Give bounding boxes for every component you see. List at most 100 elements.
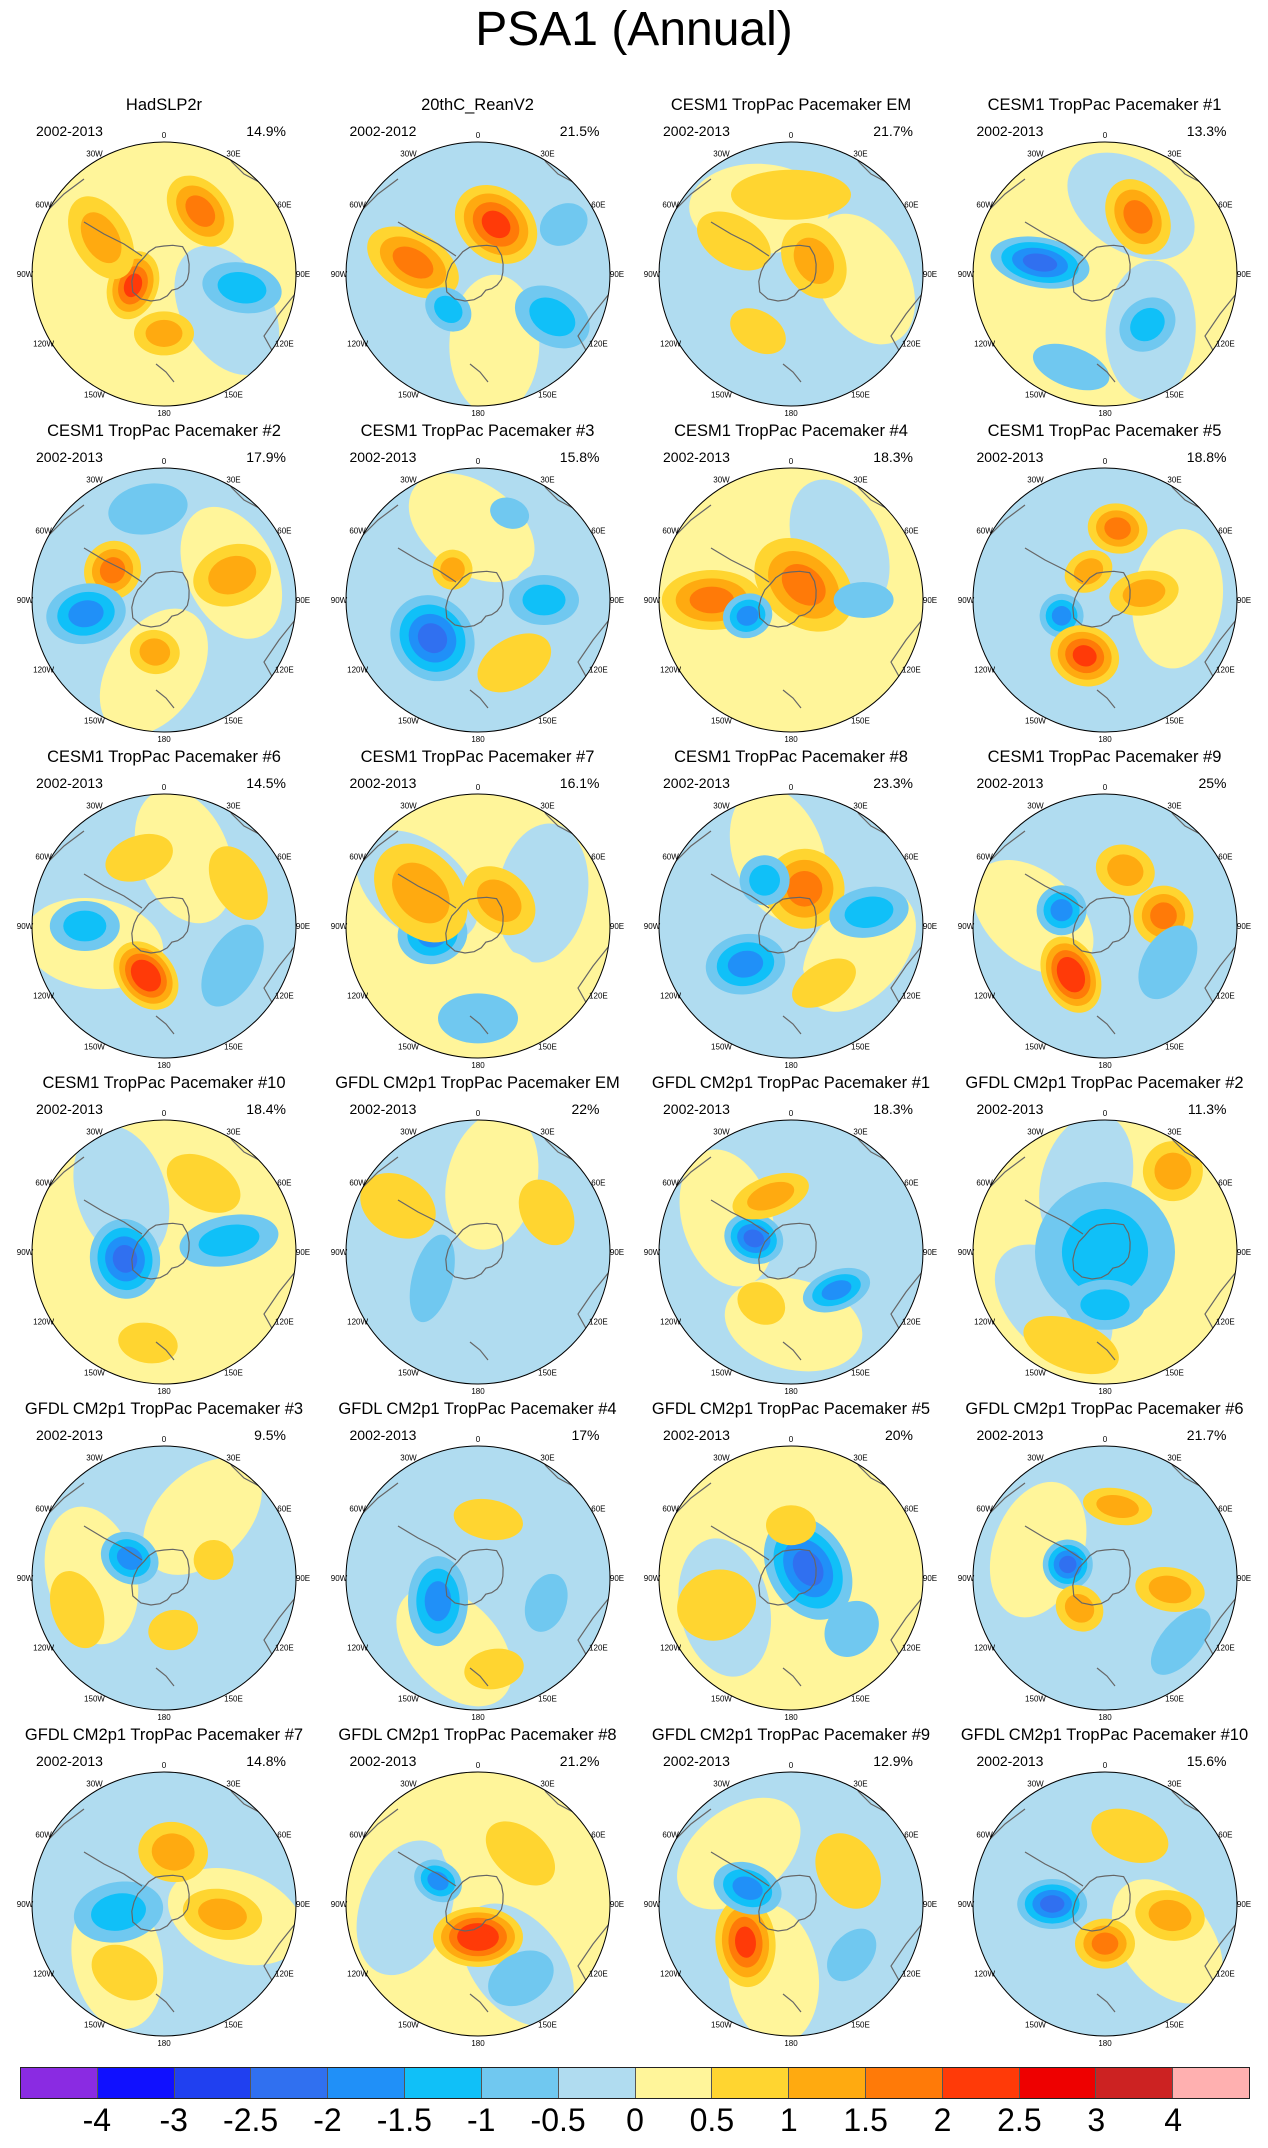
australia-coastline bbox=[263, 293, 296, 355]
longitude-label: 90E bbox=[923, 1900, 937, 1909]
longitude-label: 150W bbox=[84, 390, 105, 399]
colorbar-tick-label: -4 bbox=[82, 2102, 112, 2138]
positive-anomaly-contour bbox=[1095, 1494, 1139, 1519]
longitude-label: 30W bbox=[86, 1128, 103, 1137]
australia-coastline bbox=[576, 1597, 609, 1659]
longitude-label: 60E bbox=[1218, 1831, 1232, 1840]
longitude-label: 90W bbox=[17, 922, 34, 931]
colorbar-swatch bbox=[328, 2068, 406, 2098]
new-zealand-coastline bbox=[155, 1015, 175, 1035]
positive-anomaly-contour bbox=[1061, 963, 1080, 986]
new-zealand-coastline bbox=[782, 689, 802, 709]
longitude-label: 0 bbox=[162, 1109, 167, 1118]
longitude-label: 0 bbox=[475, 131, 480, 140]
negative-anomaly-contour bbox=[732, 1876, 763, 1900]
panel-title: GFDL CM2p1 TropPac Pacemaker #2 bbox=[965, 1074, 1244, 1092]
negative-anomaly-contour bbox=[63, 910, 107, 942]
longitude-label: 30W bbox=[713, 802, 730, 811]
peninsula-coastline bbox=[83, 547, 143, 583]
longitude-label: 90W bbox=[957, 1248, 974, 1257]
colorbar-labels: -4 -3 -2.5 -2 -1.5 -1 -0.5 0 0.5 1 1.5 2 2.5 3 4 bbox=[20, 2102, 1250, 2146]
longitude-label: 120E bbox=[1216, 1318, 1235, 1327]
panel-period: 2002-2013 bbox=[976, 123, 1044, 139]
map-panel: CESM1 TropPac Pacemaker #3 2002-2013 15.8%… bbox=[320, 422, 636, 748]
colorbar-swatch bbox=[942, 2068, 1020, 2098]
new-zealand-coastline bbox=[469, 363, 488, 383]
longitude-label: 150E bbox=[1165, 1042, 1184, 1051]
longitude-label: 60E bbox=[904, 201, 918, 210]
longitude-label: 180 bbox=[157, 1061, 171, 1070]
longitude-label: 150W bbox=[711, 2020, 732, 2029]
longitude-label: 60E bbox=[277, 1179, 291, 1188]
longitude-label: 150E bbox=[224, 2020, 243, 2029]
positive-anomaly-contour bbox=[148, 1609, 199, 1651]
panel-period: 2002-2013 bbox=[36, 123, 103, 139]
antarctica-coastline bbox=[758, 1874, 817, 1932]
longitude-label: 60W bbox=[35, 853, 52, 862]
longitude-label: 90W bbox=[17, 1574, 34, 1583]
panel-title: CESM1 TropPac Pacemaker #9 bbox=[987, 748, 1222, 766]
negative-anomaly-contour bbox=[1079, 1289, 1130, 1321]
longitude-label: 30W bbox=[86, 1780, 103, 1789]
australia-coastline bbox=[890, 619, 923, 681]
longitude-label: 30E bbox=[540, 1454, 554, 1463]
longitude-label: 120E bbox=[275, 1970, 294, 1979]
longitude-label: 30E bbox=[226, 802, 240, 811]
panel-variance-percent: 17% bbox=[571, 1427, 600, 1443]
negative-anomaly-contour bbox=[1032, 343, 1109, 391]
positive-anomaly-contour bbox=[1106, 854, 1143, 886]
longitude-label: 120W bbox=[974, 340, 995, 349]
peninsula-coastline bbox=[1024, 1525, 1083, 1561]
longitude-label: 90W bbox=[330, 1900, 347, 1909]
colorbar-tick-label: 4 bbox=[1164, 2102, 1183, 2138]
longitude-label: 0 bbox=[475, 457, 480, 466]
map-panel: CESM1 TropPac Pacemaker #8 2002-2013 23.3%… bbox=[633, 748, 949, 1074]
longitude-label: 150E bbox=[1165, 1694, 1184, 1703]
longitude-label: 90W bbox=[644, 1248, 661, 1257]
longitude-label: 60W bbox=[662, 1831, 679, 1840]
panel-variance-percent: 22% bbox=[571, 1101, 600, 1117]
map-panel: GFDL CM2p1 TropPac Pacemaker #10 2002-201… bbox=[947, 1726, 1263, 2052]
new-zealand-coastline bbox=[1096, 689, 1115, 709]
longitude-label: 90W bbox=[644, 270, 661, 279]
longitude-label: 30W bbox=[713, 1128, 730, 1137]
longitude-label: 120W bbox=[33, 992, 54, 1001]
map-panel: CESM1 TropPac Pacemaker #2 2002-2013 17.9%… bbox=[6, 422, 322, 748]
antarctica-coastline bbox=[131, 896, 190, 954]
longitude-label: 120W bbox=[33, 340, 54, 349]
longitude-label: 0 bbox=[475, 1761, 480, 1770]
longitude-label: 120E bbox=[1216, 992, 1235, 1001]
positive-anomaly-contour bbox=[118, 1322, 178, 1364]
anomaly-region bbox=[479, 1517, 610, 1611]
positive-anomaly-contour bbox=[697, 211, 771, 271]
polar-map: 0 30E 60E 90E 120E 150E 180 150W 120W 90W 60W 30W bbox=[330, 1109, 623, 1396]
longitude-label: 120E bbox=[275, 340, 294, 349]
longitude-label: 150W bbox=[1025, 1694, 1046, 1703]
longitude-label: 60E bbox=[277, 1505, 291, 1514]
panel-variance-percent: 20% bbox=[884, 1427, 913, 1443]
negative-anomaly-contour bbox=[844, 896, 894, 928]
longitude-label: 0 bbox=[475, 1109, 480, 1118]
polar-map: 0 30E 60E 90E 120E 150E 180 150W 120W 90W 60W 30W bbox=[644, 131, 937, 418]
negative-anomaly-contour bbox=[409, 1234, 455, 1323]
longitude-label: 150W bbox=[1025, 1368, 1046, 1377]
panel-period: 2002-2013 bbox=[663, 123, 730, 139]
positive-anomaly-contour bbox=[737, 1282, 786, 1325]
longitude-label: 30E bbox=[1167, 476, 1181, 485]
positive-anomaly-contour bbox=[1103, 517, 1131, 540]
map-boundary bbox=[31, 1445, 297, 1711]
longitude-label: 0 bbox=[1102, 1435, 1107, 1444]
longitude-label: 30W bbox=[713, 476, 730, 485]
australia-coastline bbox=[890, 1597, 923, 1659]
polar-map: 0 30E 60E 90E 120E 150E 180 150W 120W 90W 60W 30W bbox=[330, 1761, 623, 2048]
longitude-label: 180 bbox=[471, 1061, 485, 1070]
longitude-label: 90W bbox=[957, 922, 974, 931]
australia-coastline bbox=[890, 1271, 923, 1333]
longitude-label: 0 bbox=[789, 1109, 794, 1118]
peninsula-coastline bbox=[710, 873, 770, 909]
negative-anomaly-contour bbox=[116, 1546, 143, 1570]
negative-anomaly-contour bbox=[1137, 925, 1197, 1000]
panel-period: 2002-2013 bbox=[663, 1427, 730, 1443]
longitude-label: 0 bbox=[789, 457, 794, 466]
longitude-label: 30W bbox=[86, 150, 103, 159]
